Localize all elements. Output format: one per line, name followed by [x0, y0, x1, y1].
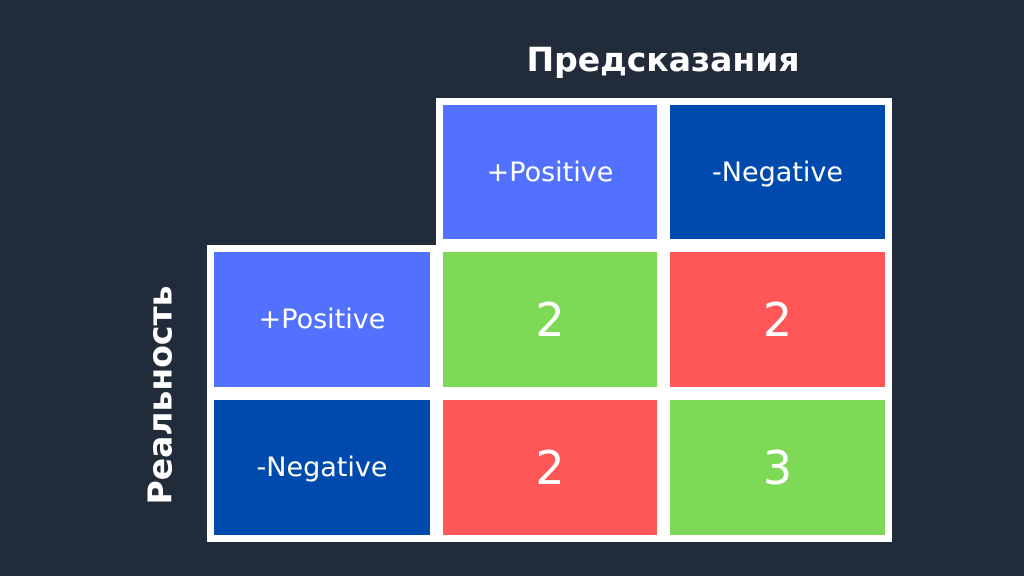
true-positive-cell: 2 [436, 245, 664, 394]
false-positive-cell: 2 [436, 393, 664, 542]
column-header-negative: -Negative [663, 98, 892, 246]
row-header-positive: +Positive [207, 245, 437, 394]
false-negative-cell: 2 [663, 245, 892, 394]
predictions-title: Предсказания [526, 40, 800, 79]
row-header-negative: -Negative [207, 393, 437, 542]
true-negative-cell: 3 [663, 393, 892, 542]
column-header-positive: +Positive [436, 98, 664, 246]
reality-title: Реальность [140, 285, 180, 505]
